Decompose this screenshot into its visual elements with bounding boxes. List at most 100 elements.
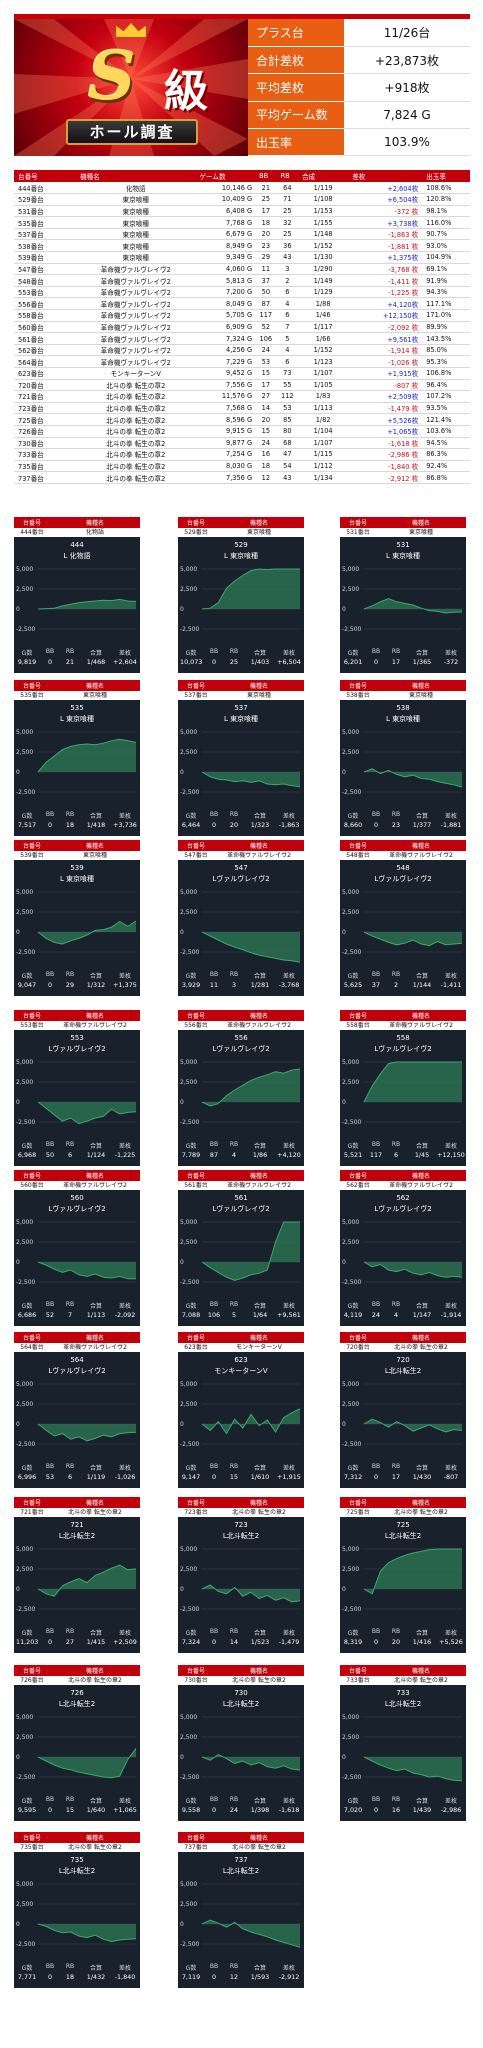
summary-table: プラス台 11/26台 合計差枚 +23,873枚 平均差枚 +918枚 平均ゲーム数 7,8… (248, 19, 470, 157)
y-tick-label: 0 (180, 929, 184, 936)
card-machine-label: 機種名 (50, 1834, 140, 1843)
table-cell: 36 (276, 239, 299, 253)
table-row: 529番台 東京喰種 10,409 G 25 71 1/108 +6,504枚 120.8% (14, 193, 470, 206)
y-tick-label: 0 (16, 1259, 20, 1266)
card-stats-header: G数 BB RB 合算 差枚 (340, 1301, 466, 1310)
y-tick-label: -2,500 (16, 949, 36, 956)
machine-card-735[interactable]: 台番号 機種名 735番台 北斗の拳 転生の章2 735 L北斗転生2 5,000 2,500… (14, 1832, 140, 1988)
table-cell: 50 (255, 286, 277, 299)
y-tick-label: 2,500 (180, 1239, 197, 1246)
machine-card-560[interactable]: 台番号 機種名 560番台 革命機ヴァルヴレイヴ2 560 Lヴァルヴレイヴ2 5,000 2… (14, 1170, 140, 1326)
table-cell: 1/107 (298, 437, 349, 450)
stat-label: BB (371, 1141, 381, 1148)
table-cell: 7,200 G (195, 286, 256, 299)
card-unit-value: 561番台 (184, 1182, 208, 1189)
stat-label: BB (209, 648, 219, 655)
stat-value: 9,558 (181, 1806, 201, 1814)
stat-label: 差枚 (282, 1798, 295, 1805)
machine-card-529[interactable]: 台番号 機種名 529番台 東京喰種 529 L 東京喰種 5,000 2,500 0 -2,50… (178, 517, 304, 673)
stat-value: 0 (373, 1473, 379, 1481)
card-stats-values: 3,929 11 3 1/281 -3,768 (178, 981, 304, 990)
machine-card-531[interactable]: 台番号 機種名 531番台 東京喰種 531 L 東京喰種 5,000 2,500 0 -2,50… (340, 517, 466, 673)
card-machine-value: 北斗の拳 転生の章2 (232, 1844, 286, 1851)
card-unit-label: 台番号 (340, 1334, 376, 1343)
stat-label: 合算 (89, 973, 102, 980)
stat-label: G数 (21, 1798, 33, 1805)
table-row: 556番台 革命機ヴァルヴレイヴ2 8,049 G 87 4 1/88 +4,120枚 117… (14, 297, 470, 311)
stat-value: 1/640 (86, 1806, 106, 1814)
card-unit-value: 723番台 (184, 1509, 208, 1516)
table-cell: -1,840 枚 (348, 460, 423, 473)
table-cell: 1/152 (298, 239, 349, 253)
trend-line (37, 1748, 137, 1779)
machine-card-720[interactable]: 台番号 機種名 720番台 北斗の拳 転生の章2 720 L北斗転生2 5,000 2,500… (340, 1332, 466, 1488)
stat-value: 1/418 (86, 821, 106, 829)
card-unit-label: 台番号 (178, 1172, 214, 1181)
y-tick-label: 0 (16, 1754, 20, 1761)
stat-label: G数 (21, 1143, 33, 1150)
stat-label: G数 (185, 1630, 197, 1637)
machine-card-623[interactable]: 台番号 機種名 623番台 モンキーターンV 623 モンキーターンV 5,000 2,500… (178, 1332, 304, 1488)
card-machine-label: 機種名 (376, 842, 466, 851)
y-tick-label: 0 (16, 1921, 20, 1928)
machine-card-723[interactable]: 台番号 機種名 723番台 北斗の拳 転生の章2 723 L北斗転生2 5,000 2,500… (178, 1497, 304, 1653)
y-tick-label: 0 (342, 1586, 346, 1593)
table-cell: 7,768 G (195, 216, 256, 229)
table-row: 720番台 北斗の拳 転生の章2 7,556 G 17 55 1/105 -807 枚 96.… (14, 379, 470, 392)
y-tick-label: 2,500 (180, 1079, 197, 1086)
y-tick-label: 0 (342, 1754, 346, 1761)
card-machine-label: 機種名 (214, 1172, 304, 1181)
machine-card-547[interactable]: 台番号 機種名 547番台 革命機ヴァルヴレイヴ2 547 Lヴァルヴレイヴ2 5,000 2… (178, 840, 304, 996)
y-tick-label: -2,500 (16, 1441, 36, 1448)
stat-value: +2,509 (113, 1638, 137, 1646)
machine-card-564[interactable]: 台番号 機種名 564番台 革命機ヴァルヴレイヴ2 564 Lヴァルヴレイヴ2 5,000 2… (14, 1332, 140, 1488)
stat-label: 差枚 (282, 813, 295, 820)
machine-card-721[interactable]: 台番号 機種名 721番台 北斗の拳 転生の章2 721 L北斗転生2 5,000 2,500… (14, 1497, 140, 1653)
card-unit-label: 台番号 (340, 1172, 376, 1181)
stat-value: +1,065 (113, 1806, 137, 1814)
summary-row: 平均差枚 +918枚 (248, 73, 470, 102)
table-header-cell: 差枚 (348, 170, 423, 182)
card-machine-label: 機種名 (376, 519, 466, 528)
machine-card-561[interactable]: 台番号 機種名 561番台 革命機ヴァルヴレイヴ2 561 Lヴァルヴレイヴ2 5,000 2… (178, 1170, 304, 1326)
card-slump-chart: 5,000 2,500 0 -2,500 (342, 1714, 463, 1782)
card-stats-values: 9,558 0 24 1/398 -1,618 (178, 1806, 304, 1815)
trend-area (38, 1102, 136, 1124)
table-cell: 革命機ヴァルヴレイヴ2 (76, 297, 196, 311)
machine-card-539[interactable]: 台番号 機種名 539番台 東京喰種 539 L 東京喰種 5,000 2,500 0 -2,50… (14, 840, 140, 996)
machine-card-558[interactable]: 台番号 機種名 558番台 革命機ヴァルヴレイヴ2 558 Lヴァルヴレイヴ2 5,000 2… (340, 1010, 466, 1166)
card-stats-header: G数 BB RB 合算 差枚 (178, 1463, 304, 1472)
stat-label: G数 (21, 1965, 33, 1972)
machine-card-737[interactable]: 台番号 機種名 737番台 北斗の拳 転生の章2 737 L北斗転生2 5,000 2,500… (178, 1832, 304, 1988)
card-machine-number: 561 (234, 1194, 248, 1202)
y-tick-label: -2,500 (180, 1441, 200, 1448)
table-cell: 1/153 (298, 205, 349, 218)
machine-card-538[interactable]: 台番号 機種名 538番台 東京喰種 538 L 東京喰種 5,000 2,500 0 -2,50… (340, 680, 466, 836)
stat-label: G数 (21, 1630, 33, 1637)
table-row: 726番台 北斗の拳 転生の章2 9,915 G 15 80 1/104 +1,065枚 10… (14, 425, 470, 438)
stat-value: 0 (211, 1973, 217, 1981)
table-cell: 24 (255, 437, 277, 450)
stat-value: 16 (391, 1806, 401, 1814)
card-machine-number: 725 (396, 1521, 410, 1529)
card-unit-label: 台番号 (178, 1667, 214, 1676)
summary-value: 103.9% (344, 128, 470, 157)
card-chart-title: Lヴァルヴレイヴ2 (374, 1205, 432, 1213)
machine-card-730[interactable]: 台番号 機種名 730番台 北斗の拳 転生の章2 730 L北斗転生2 5,000 2,500… (178, 1665, 304, 1821)
machine-card-562[interactable]: 台番号 機種名 562番台 革命機ヴァルヴレイヴ2 562 Lヴァルヴレイヴ2 5,000 2… (340, 1170, 466, 1326)
machine-card-725[interactable]: 台番号 機種名 725番台 北斗の拳 転生の章2 725 L北斗転生2 5,000 2,500… (340, 1497, 466, 1653)
table-cell: 11 (255, 263, 277, 276)
machine-card-535[interactable]: 台番号 機種名 535番台 東京喰種 535 L 東京喰種 5,000 2,500 0 -2,50… (14, 680, 140, 836)
machine-card-537[interactable]: 台番号 機種名 537番台 東京喰種 537 L 東京喰種 5,000 2,500 0 -2,50… (178, 680, 304, 836)
machine-card-548[interactable]: 台番号 機種名 548番台 革命機ヴァルヴレイヴ2 548 Lヴァルヴレイヴ2 5,000 2… (340, 840, 466, 996)
stat-value: -1,881 (440, 821, 462, 829)
machine-card-726[interactable]: 台番号 機種名 726番台 北斗の拳 転生の章2 726 L北斗転生2 5,000 2,500… (14, 1665, 140, 1821)
card-machine-value: 北斗の拳 転生の章2 (68, 1677, 122, 1684)
machine-card-444[interactable]: 台番号 機種名 444番台 化物語 444 L 化物語 5,000 2,500 0 -2,500 G… (14, 517, 140, 673)
card-stats-header: G数 BB RB 合算 差枚 (340, 1141, 466, 1150)
machine-card-556[interactable]: 台番号 機種名 556番台 革命機ヴァルヴレイヴ2 556 Lヴァルヴレイヴ2 5,000 2… (178, 1010, 304, 1166)
machine-card-553[interactable]: 台番号 機種名 553番台 革命機ヴァルヴレイヴ2 553 Lヴァルヴレイヴ2 5,000 2… (14, 1010, 140, 1166)
stat-label: RB (65, 1796, 75, 1803)
machine-card-733[interactable]: 台番号 機種名 733番台 北斗の拳 転生の章2 733 L北斗転生2 5,000 2,500… (340, 1665, 466, 1821)
card-chart-title: L 東京喰種 (385, 715, 421, 723)
